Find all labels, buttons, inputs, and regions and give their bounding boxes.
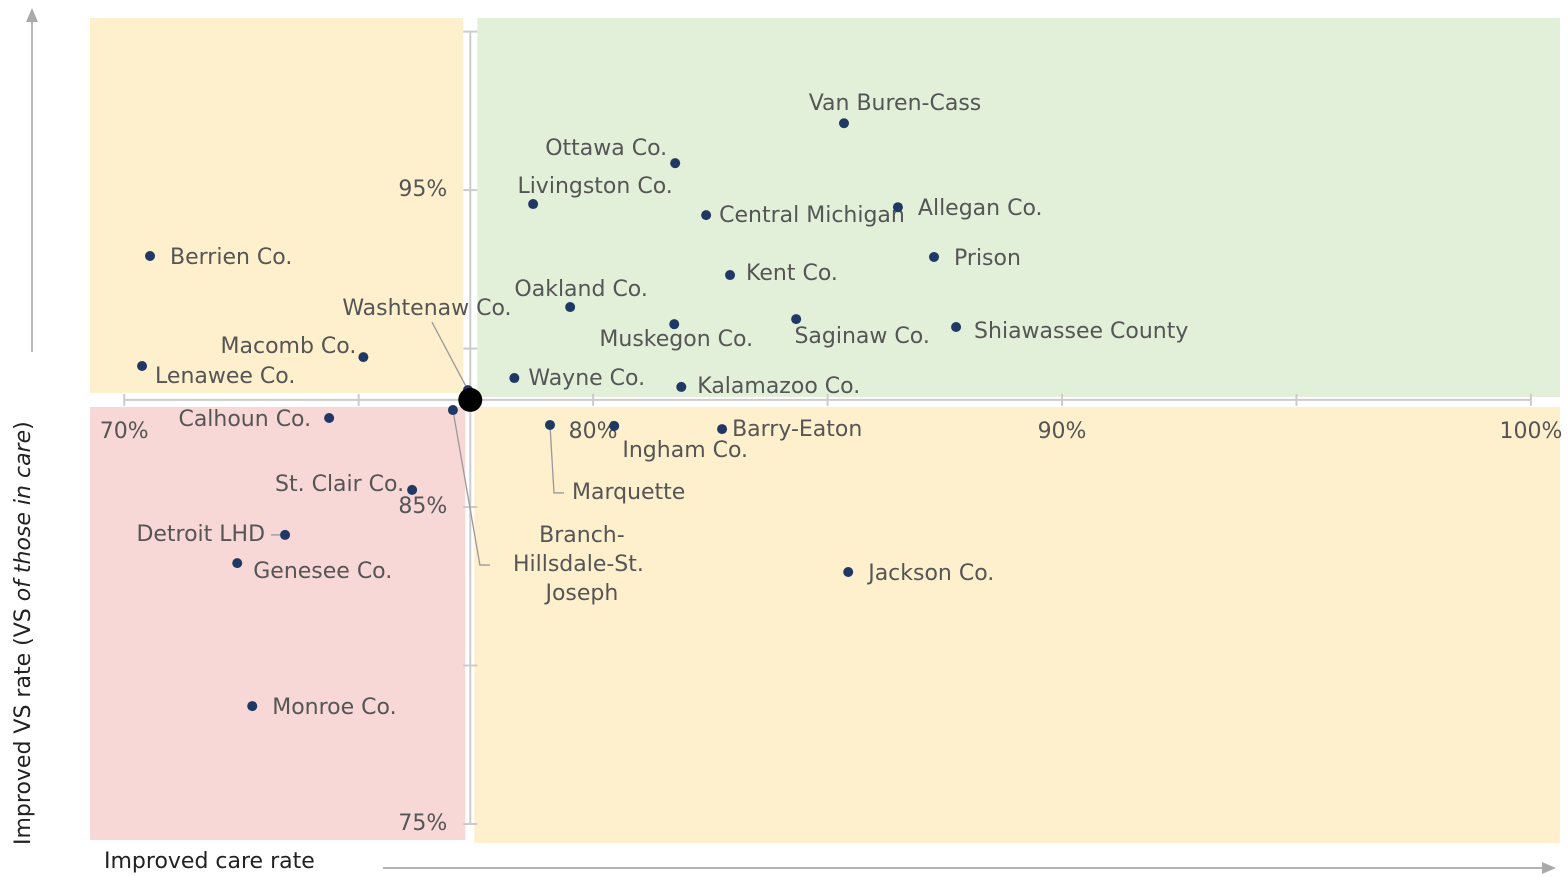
y-label-part: of those in care [11, 430, 36, 601]
point-label: Ingham Co. [622, 438, 748, 463]
point [609, 420, 620, 431]
point-label: Prison [954, 246, 1021, 271]
point [145, 251, 156, 262]
quadrants [90, 18, 1560, 843]
point-label: Marquette [572, 480, 685, 505]
point [669, 319, 680, 330]
point-label: Calhoun Co. [178, 407, 311, 432]
point-label: Kalamazoo Co. [697, 374, 860, 399]
point-label: Muskegon Co. [599, 327, 753, 352]
point [544, 419, 555, 430]
x-tick-label: 80% [569, 419, 618, 444]
point-label: Detroit LHD [136, 522, 265, 547]
point-label: Monroe Co. [272, 695, 396, 720]
x-axis-label: Improved care rate [104, 849, 315, 874]
point-label: St. Clair Co. [275, 472, 404, 497]
point [929, 251, 940, 262]
point [324, 412, 335, 423]
point [509, 373, 520, 384]
point [358, 352, 369, 363]
point [701, 210, 712, 221]
center-point [458, 387, 483, 412]
quadrant [477, 18, 1560, 397]
y-label-part: ) [11, 421, 36, 430]
point-label: Shiawassee County [974, 319, 1188, 344]
point-label: Macomb Co. [221, 334, 357, 359]
point [791, 314, 802, 325]
y-axis-label: Improved VS rate (VS of those in care) [11, 421, 36, 845]
point-label: Barry-Eaton [732, 417, 862, 442]
x-tick-label: 100% [1499, 419, 1562, 444]
quadrant [90, 18, 464, 393]
point [676, 381, 687, 392]
leader-line [452, 409, 490, 566]
point [951, 322, 962, 333]
leader-line [549, 424, 564, 494]
point-label: Ottawa Co. [545, 136, 667, 161]
x-tick-label: 70% [100, 419, 149, 444]
point [670, 158, 681, 169]
point [838, 118, 849, 129]
y-label-part: Improved VS rate (VS [11, 601, 36, 845]
point [280, 529, 291, 540]
point-label: Saginaw Co. [794, 324, 929, 349]
point [892, 202, 903, 213]
y-tick-label: 85% [398, 494, 447, 519]
point-label: Branch-Hillsdale-St. Joseph [513, 523, 651, 606]
leader-line [431, 321, 469, 391]
point [528, 199, 539, 210]
point [565, 302, 576, 313]
y-tick-label: 95% [398, 177, 447, 202]
point-label: Genesee Co. [253, 559, 392, 584]
quadrant [90, 406, 466, 840]
point-label: Jackson Co. [866, 561, 994, 586]
point [232, 558, 243, 569]
y-arrow-head [26, 8, 38, 22]
x-tick-label: 90% [1038, 419, 1087, 444]
point [407, 484, 418, 495]
x-arrow-head [1542, 862, 1556, 874]
point-label: Berrien Co. [170, 245, 292, 270]
point-label: Central Michigan [719, 203, 905, 228]
point-label: Oakland Co. [514, 277, 647, 302]
point [247, 701, 258, 712]
point [137, 361, 148, 372]
point [843, 567, 854, 578]
point-label: Van Buren-Cass [809, 91, 982, 116]
point [717, 424, 728, 435]
point-label: Washtenaw Co. [342, 296, 511, 321]
point-label: Wayne Co. [528, 366, 645, 391]
point-label: Lenawee Co. [155, 364, 295, 389]
point-label: Kent Co. [746, 261, 838, 286]
point [447, 405, 458, 416]
point-label: Livingston Co. [517, 174, 672, 199]
point [725, 270, 736, 281]
point-label: Allegan Co. [918, 196, 1043, 221]
y-tick-label: 75% [398, 811, 447, 836]
quadrant [474, 406, 1560, 843]
